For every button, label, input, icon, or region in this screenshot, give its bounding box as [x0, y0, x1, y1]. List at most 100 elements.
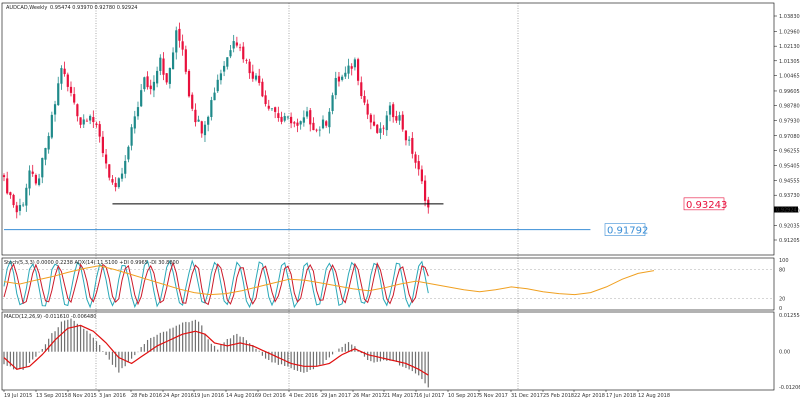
candle-body	[2, 175, 6, 178]
candle-body	[353, 59, 356, 68]
candle-body	[286, 116, 290, 118]
candle-body	[248, 61, 251, 74]
candle-body	[350, 66, 353, 69]
price-tick-label: 0.94555	[779, 179, 800, 185]
candle-body	[85, 120, 89, 122]
candle-body	[356, 59, 360, 81]
candle-body	[108, 164, 111, 178]
candle-body	[175, 30, 178, 53]
level-label-text: 0.91792	[607, 226, 648, 237]
candle-body	[277, 113, 280, 118]
candle-body	[197, 119, 200, 122]
x-tick-label: 21 May 2017	[384, 393, 417, 399]
candle-body	[404, 130, 408, 141]
candle-body	[344, 72, 347, 77]
candle-body	[293, 122, 296, 124]
candle-body	[417, 161, 420, 170]
macd-title: MACD(12,26,9) -0.011610 -0.006480	[4, 314, 96, 320]
price-tick-label: 0.93730	[779, 193, 800, 199]
candle-body	[66, 74, 69, 87]
price-tick-label: 0.97080	[779, 134, 800, 140]
candle-body	[315, 129, 318, 131]
candle-body	[385, 115, 388, 131]
candle-body	[124, 160, 127, 174]
stochastic-tick-label: 0	[779, 306, 782, 312]
x-tick-label: 16 Jul 2017	[416, 393, 444, 399]
candle-body	[63, 68, 66, 75]
candle-body	[194, 109, 197, 123]
candle-body	[184, 49, 187, 72]
candle-body	[216, 79, 219, 92]
candle-body	[162, 58, 165, 75]
candle-body	[73, 94, 76, 103]
candle-body	[9, 192, 12, 196]
candle-body	[143, 77, 146, 90]
x-tick-label: 8 Nov 2015	[68, 393, 97, 399]
candle-body	[127, 146, 130, 160]
candle-body	[309, 110, 312, 125]
candle-body	[130, 127, 133, 146]
candle-body	[159, 57, 162, 71]
candle-body	[95, 123, 98, 125]
candle-body	[31, 171, 34, 174]
candle-body	[312, 122, 315, 131]
candle-body	[347, 65, 350, 74]
candle-body	[25, 187, 28, 206]
price-tick-label: 1.02130	[779, 44, 800, 50]
macd-panel-frame	[1, 311, 775, 391]
x-tick-label: 13 Sep 2015	[36, 393, 68, 399]
price-tick-label: 0.99605	[779, 89, 800, 95]
candle-body	[200, 121, 203, 134]
candle-body	[181, 41, 184, 50]
candle-body	[133, 116, 136, 129]
candle-body	[111, 179, 114, 183]
candle-body	[341, 76, 344, 80]
candle-body	[6, 178, 9, 194]
candle-body	[28, 170, 31, 189]
candle-body	[76, 104, 79, 117]
candle-body	[296, 122, 299, 126]
level-label-text: 0.93243	[686, 200, 727, 211]
candle-body	[69, 86, 73, 93]
candle-body	[232, 41, 235, 49]
macd-tick-label: -0.012060	[779, 385, 800, 391]
candle-body	[321, 119, 325, 129]
candle-body	[114, 182, 117, 188]
candle-body	[328, 111, 331, 128]
candle-body	[168, 68, 171, 84]
x-tick-label: 19 Jun 2016	[194, 393, 224, 399]
candle-body	[254, 75, 258, 80]
x-tick-label: 10 Sep 2017	[448, 393, 480, 399]
candle-body	[171, 52, 175, 70]
candle-body	[398, 115, 401, 121]
candle-body	[15, 205, 18, 213]
candle-body	[274, 107, 277, 112]
candle-body	[191, 94, 194, 109]
x-tick-label: 19 Jul 2015	[4, 393, 32, 399]
candle-body	[226, 57, 229, 67]
candle-body	[18, 205, 22, 211]
candle-body	[392, 104, 395, 118]
candle-body	[382, 127, 385, 129]
candle-body	[360, 82, 363, 97]
candle-body	[258, 75, 261, 83]
x-tick-label: 3 Jan 2016	[99, 393, 126, 399]
candle-body	[146, 76, 149, 88]
x-tick-label: 28 Feb 2016	[131, 393, 162, 399]
x-tick-label: 17 Jun 2018	[606, 393, 636, 399]
candle-body	[331, 95, 334, 112]
candle-body	[34, 175, 37, 184]
ohlc-values: 0.95474 0.93970 0.92780 0.92924	[50, 5, 137, 11]
candle-body	[165, 73, 168, 83]
candle-body	[379, 128, 382, 133]
candle-body	[12, 194, 15, 206]
candle-body	[408, 139, 411, 141]
stochastic-title: Stoch(5,3,3) 0.0000 0.2238 ADX(14) 11.51…	[4, 260, 179, 266]
candle-body	[411, 137, 414, 154]
candle-body	[334, 77, 337, 96]
macd-signal-line	[3, 324, 429, 376]
candle-body	[376, 124, 379, 133]
current-price-label: 0.92924	[776, 208, 797, 214]
